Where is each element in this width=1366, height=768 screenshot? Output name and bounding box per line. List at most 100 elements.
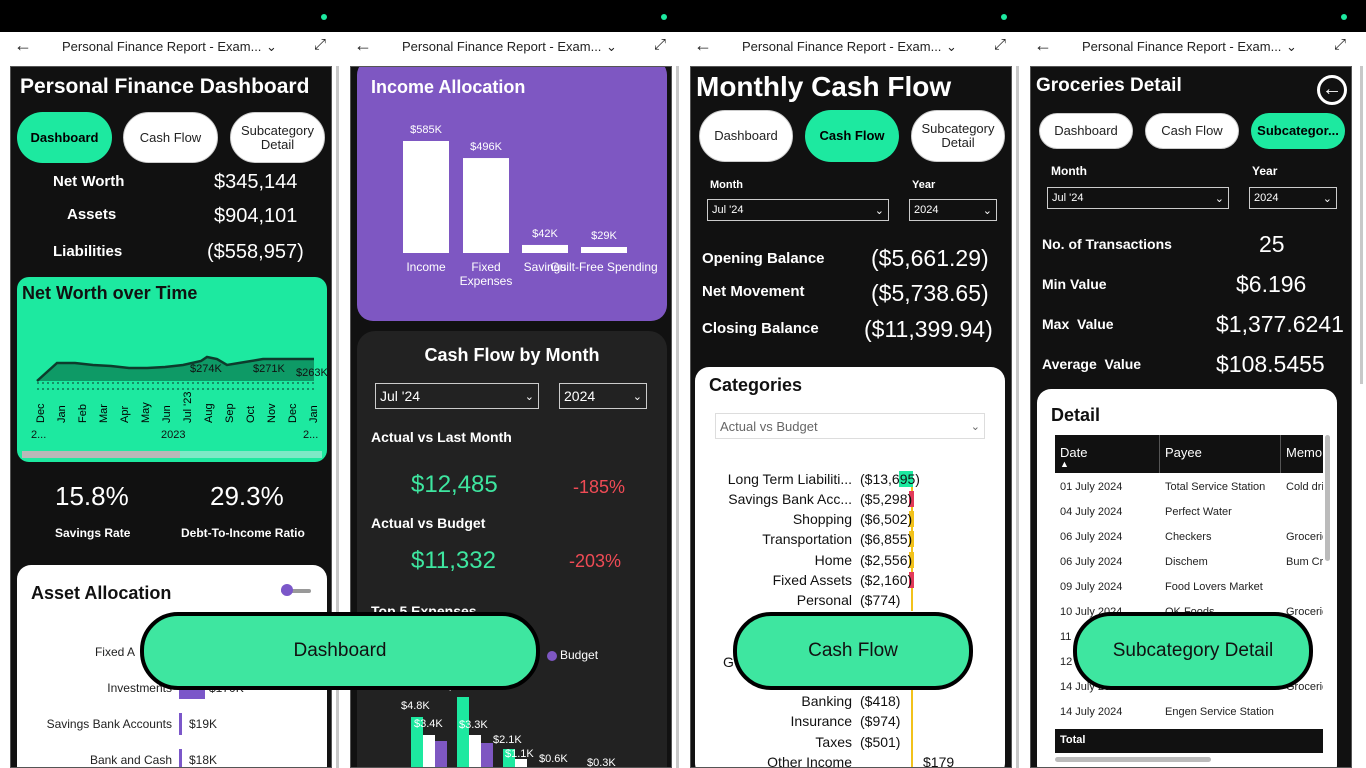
table-cell: Dischem [1165, 556, 1208, 568]
nav-dashboard-button[interactable]: Dashboard [17, 112, 112, 163]
chevron-down-icon[interactable]: ⌄ [1286, 39, 1297, 54]
year-dropdown[interactable]: 2024 ⌄ [909, 199, 997, 221]
min-value: $6.196 [1236, 271, 1307, 297]
table-hscrollbar[interactable] [1055, 757, 1211, 762]
nav-cashflow-button[interactable]: Cash Flow [805, 110, 899, 162]
net-worth-chart-card: Net Worth over Time $274K $271K $263K De… [17, 277, 328, 462]
categories-title: Categories [709, 375, 803, 395]
bar-data-label: $4.8K [401, 700, 430, 712]
table-row[interactable]: 06 July 2024 Checkers Grocerie [1055, 527, 1323, 549]
month-label: Month [1051, 164, 1087, 178]
cash-flow-big-button[interactable]: Cash Flow [733, 612, 973, 690]
table-row[interactable]: 01 July 2024 Total Service Station Cold dr… [1055, 477, 1323, 499]
tab-title: Personal Finance Report - Exam... [742, 39, 942, 54]
month-dropdown[interactable]: Jul '24 ⌄ [707, 199, 889, 221]
table-total-row: Total [1055, 729, 1323, 753]
nav-cashflow-button[interactable]: Cash Flow [123, 112, 218, 163]
month-label: Month [710, 179, 743, 191]
chevron-down-icon: ⌄ [1322, 192, 1332, 205]
chevron-down-icon[interactable]: ⌄ [606, 39, 617, 54]
category-value: $179 [923, 754, 955, 768]
table-cell: 06 July 2024 [1060, 556, 1123, 568]
chevron-down-icon: ⌄ [632, 390, 642, 403]
category-label-partial: G [723, 654, 734, 670]
month-dropdown[interactable]: Jul '24 ⌄ [375, 383, 539, 409]
table-header: Date ▲ Payee Memo [1055, 435, 1323, 473]
year-value: 2024 [1254, 192, 1279, 204]
nav-subcategory-button[interactable]: Subcategory Detail [911, 110, 1005, 162]
opening-balance-label: Opening Balance [702, 250, 825, 267]
table-cell: Bum Cre [1286, 556, 1323, 568]
toggle-switch[interactable] [281, 589, 311, 593]
toggle-knob[interactable] [281, 584, 293, 596]
nav-subcategory-button[interactable]: Subcategor... [1251, 113, 1345, 149]
back-circle-icon[interactable]: ← [1317, 75, 1347, 105]
table-row[interactable]: 14 July 2024 Engen Service Station [1055, 702, 1323, 724]
table-row[interactable]: 09 July 2024 Food Lovers Market [1055, 577, 1323, 599]
categories-card: Categories Actual vs Budget ⌄ Long Term L… [695, 367, 1005, 768]
scrollbar[interactable] [336, 66, 339, 768]
page-title: Monthly Cash Flow [696, 71, 952, 102]
dashboard-big-button[interactable]: Dashboard [140, 612, 540, 690]
table-vscrollbar[interactable] [1325, 435, 1330, 561]
scrollbar[interactable] [1016, 66, 1019, 768]
bar-data-label: $1.1K [505, 748, 534, 760]
asset-row-label: Investments [107, 681, 172, 695]
back-arrow-icon[interactable]: ← [354, 35, 372, 55]
nav-cashflow-button[interactable]: Cash Flow [1145, 113, 1239, 149]
table-cell: Perfect Water [1165, 506, 1232, 518]
category-bar [909, 572, 914, 588]
assets-value: $904,101 [214, 205, 298, 227]
income-category-label: Expenses [460, 274, 513, 288]
chevron-down-icon: ⌄ [982, 204, 992, 217]
shrink-icon[interactable]: ⤢ [1334, 36, 1347, 53]
nav-dashboard-button[interactable]: Dashboard [1039, 113, 1133, 149]
col-header-memo[interactable]: Memo [1286, 445, 1323, 460]
subcategory-detail-big-button[interactable]: Subcategory Detail [1073, 612, 1313, 690]
nav-dashboard-button[interactable]: Dashboard [699, 110, 793, 162]
year-value: 2024 [564, 388, 596, 404]
back-arrow-icon[interactable]: ← [14, 35, 32, 55]
year-dropdown[interactable]: 2024 ⌄ [559, 383, 647, 409]
shrink-icon[interactable]: ⤢ [654, 36, 667, 53]
data-label-271k: $271K [253, 363, 285, 375]
min-value-label: Min Value [1042, 276, 1107, 292]
budget-axis-line [911, 685, 913, 767]
chevron-down-icon[interactable]: ⌄ [266, 39, 277, 54]
savings-rate-label: Savings Rate [55, 526, 131, 540]
asset-row-value: $18K [189, 753, 218, 767]
month-tick-label: Apr [119, 405, 131, 423]
bar-data-label: $2.1K [493, 734, 522, 746]
category-value: ($13,695) [860, 471, 920, 487]
category-bar [909, 552, 914, 568]
shrink-icon[interactable]: ⤢ [994, 36, 1007, 53]
chevron-down-icon[interactable]: ⌄ [946, 39, 957, 54]
shrink-icon[interactable]: ⤢ [314, 36, 327, 53]
back-arrow-icon[interactable]: ← [694, 35, 712, 55]
max-value: $1,377.6241 [1216, 311, 1344, 337]
categories-filter-dropdown[interactable]: Actual vs Budget ⌄ [715, 413, 985, 439]
category-bar [909, 531, 914, 547]
filter-value: Actual vs Budget [720, 418, 818, 434]
tab-title: Personal Finance Report - Exam... [402, 39, 602, 54]
table-row[interactable]: 12 [1055, 652, 1323, 674]
top-status-bar [0, 0, 1366, 32]
year-dropdown[interactable]: 2024 ⌄ [1249, 187, 1337, 209]
back-arrow-icon[interactable]: ← [1034, 35, 1052, 55]
col-header-payee[interactable]: Payee [1165, 445, 1202, 460]
nav-subcategory-button[interactable]: Subcategory Detail [230, 112, 325, 163]
net-movement-value: ($5,738.65) [871, 280, 989, 306]
table-row[interactable]: 10 July 2024OK FoodsGrocerie [1055, 602, 1323, 624]
table-cell: Grocerie [1286, 531, 1323, 543]
scrollbar[interactable] [1360, 66, 1363, 384]
month-dropdown[interactable]: Jul '24 ⌄ [1047, 187, 1229, 209]
scrollbar[interactable] [676, 66, 679, 768]
net-worth-area-chart [22, 355, 322, 458]
category-value: ($6,855) [860, 531, 913, 547]
table-row[interactable]: 04 July 2024 Perfect Water [1055, 502, 1323, 524]
income-category-label: Guilt-Free Spending [550, 260, 657, 274]
savings-rate-value: 15.8% [55, 481, 129, 511]
table-row[interactable]: 06 July 2024 Dischem Bum Cre [1055, 552, 1323, 574]
actual-vs-last-value: $12,485 [411, 471, 498, 498]
col-header-date[interactable]: Date [1060, 445, 1088, 460]
